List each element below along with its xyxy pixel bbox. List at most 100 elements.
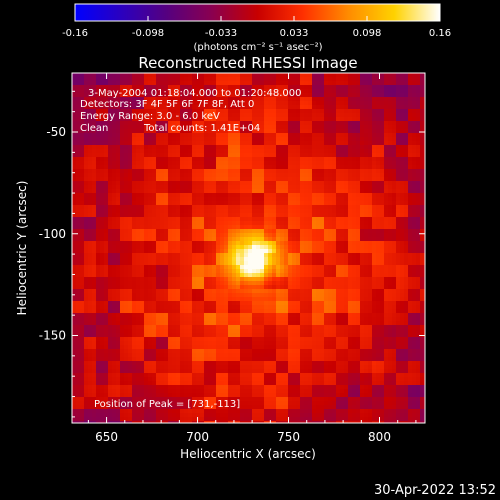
heatmap-cell [344,229,348,233]
heatmap-cell [84,97,88,101]
heatmap-cell [108,197,112,201]
heatmap-cell [188,145,192,149]
heatmap-cell [224,141,228,145]
heatmap-cell [180,161,184,165]
heatmap-cell [288,153,292,157]
heatmap-cell [208,77,212,81]
heatmap-cell [256,205,260,209]
heatmap-cell [268,201,272,205]
heatmap-cell [392,217,396,221]
heatmap-cell [240,209,244,213]
heatmap-cell [96,85,100,89]
heatmap-cell [368,153,372,157]
heatmap-cell [284,253,288,257]
heatmap-cell [400,185,404,189]
heatmap-cell [148,93,152,97]
heatmap-cell [172,97,176,101]
heatmap-cell [420,197,424,201]
heatmap-cell [232,217,236,221]
heatmap-cell [340,153,344,157]
heatmap-cell [380,249,384,253]
heatmap-cell [324,241,328,245]
heatmap-cell [224,157,228,161]
heatmap-cell [72,249,76,253]
heatmap-cell [92,89,96,93]
heatmap-cell [100,197,104,201]
heatmap-cell [100,77,104,81]
heatmap-cell [260,73,264,77]
heatmap-cell [112,157,116,161]
heatmap-cell [152,85,156,89]
heatmap-cell [324,89,328,93]
heatmap-cell [120,257,124,261]
heatmap-cell [164,93,168,97]
heatmap-cell [192,273,196,277]
heatmap-cell [408,253,412,257]
heatmap-cell [260,169,264,173]
heatmap-cell [120,101,124,105]
heatmap-cell [288,101,292,105]
heatmap-cell [224,273,228,277]
heatmap-cell [236,141,240,145]
heatmap-cell [248,109,252,113]
heatmap-cell [304,181,308,185]
heatmap-cell [320,121,324,125]
heatmap-cell [140,141,144,145]
heatmap-cell [184,117,188,121]
heatmap-cell [80,293,84,297]
heatmap-cell [332,137,336,141]
heatmap-cell [324,205,328,209]
heatmap-cell [176,153,180,157]
heatmap-cell [372,101,376,105]
heatmap-cell [388,93,392,97]
heatmap-cell [228,293,232,297]
heatmap-cell [92,97,96,101]
heatmap-cell [184,241,188,245]
heatmap-cell [320,137,324,141]
heatmap-cell [88,149,92,153]
heatmap-cell [184,185,188,189]
heatmap-cell [352,161,356,165]
heatmap-cell [304,153,308,157]
heatmap-cell [364,205,368,209]
heatmap-cell [248,161,252,165]
heatmap-cell [148,217,152,221]
heatmap-cell [160,109,164,113]
heatmap-cell [196,193,200,197]
heatmap-cell [252,269,256,273]
heatmap-cell [136,161,140,165]
heatmap-cell [312,197,316,201]
heatmap-cell [168,113,172,117]
heatmap-cell [332,113,336,117]
heatmap-cell [344,89,348,93]
heatmap-cell [176,249,180,253]
heatmap-cell [224,121,228,125]
heatmap-cell [280,281,284,285]
heatmap-cell [312,217,316,221]
heatmap-cell [208,109,212,113]
heatmap-cell [292,289,296,293]
heatmap-cell [228,233,232,237]
heatmap-cell [204,237,208,241]
heatmap-cell [352,245,356,249]
heatmap-cell [124,81,128,85]
heatmap-cell [252,129,256,133]
heatmap-cell [364,169,368,173]
heatmap-cell [320,289,324,293]
heatmap-cell [284,261,288,265]
heatmap-cell [376,149,380,153]
heatmap-cell [244,241,248,245]
heatmap-cell [356,137,360,141]
heatmap-cell [104,201,108,205]
heatmap-cell [212,125,216,129]
heatmap-cell [276,217,280,221]
heatmap-cell [292,209,296,213]
heatmap-cell [124,197,128,201]
heatmap-cell [160,73,164,77]
heatmap-cell [132,189,136,193]
heatmap-cell [276,89,280,93]
heatmap-cell [180,293,184,297]
heatmap-cell [116,117,120,121]
heatmap-cell [404,169,408,173]
heatmap-cell [356,165,360,169]
